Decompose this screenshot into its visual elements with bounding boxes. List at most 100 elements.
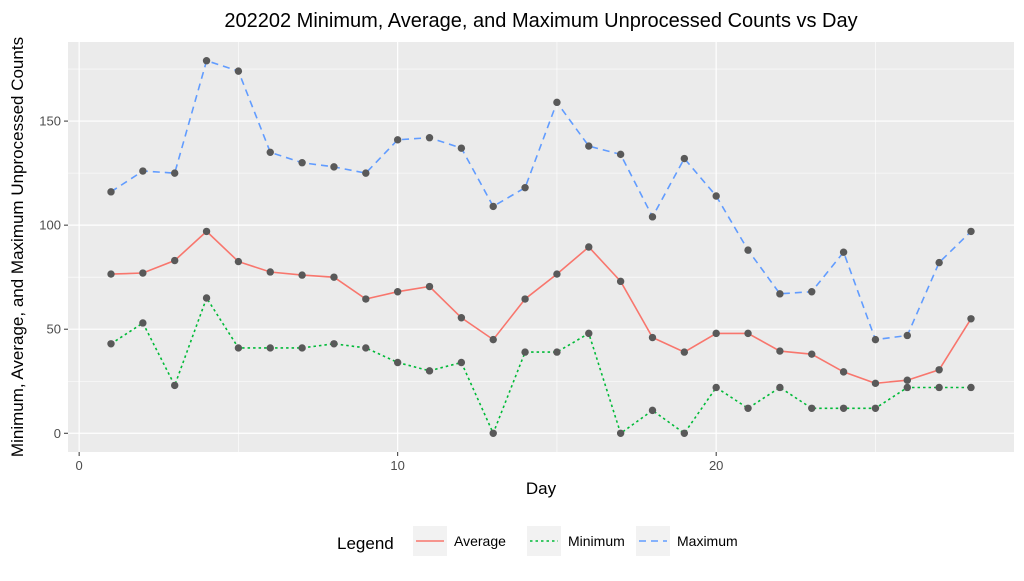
legend-label-maximum: Maximum [677,533,738,549]
legend-key-bg [527,526,561,556]
data-point-minimum [234,344,243,352]
data-point-maximum [266,148,274,157]
data-point-maximum [171,169,179,177]
data-point-minimum [425,367,434,375]
data-point-average [903,376,911,384]
data-point-maximum [935,258,943,267]
data-point-maximum [489,202,497,211]
data-point-minimum [362,344,370,352]
y-axis: 0 50 100 150 [39,114,68,441]
data-point-average [298,271,306,279]
y-tick-label: 50 [47,322,61,337]
data-point-maximum [330,163,338,171]
data-point-minimum [266,344,274,352]
data-point-maximum [139,167,147,175]
x-tick-label: 0 [76,458,83,473]
plot-panel [68,42,1014,452]
data-point-maximum [776,290,784,298]
data-point-maximum [967,227,975,236]
data-point-average [330,273,338,281]
minor-gridlines [68,42,1014,452]
chart-title: 202202 Minimum, Average, and Maximum Unp… [224,10,857,32]
data-point-maximum [680,154,689,163]
x-tick-label: 20 [709,458,723,473]
data-point-maximum [298,159,306,167]
legend-label-minimum: Minimum [568,533,625,549]
data-point-minimum [330,340,338,348]
data-point-minimum [935,383,943,392]
data-point-minimum [712,383,720,392]
data-point-average [457,314,466,322]
data-point-maximum [393,136,402,144]
data-point-maximum [521,183,529,192]
data-point-minimum [839,404,848,412]
data-point-average [648,333,657,342]
data-point-average [553,270,561,278]
data-point-average [521,295,529,303]
data-point-maximum [234,67,243,75]
data-point-average [967,315,975,323]
data-point-minimum [553,348,561,356]
data-point-minimum [680,429,689,437]
data-point-maximum [808,288,816,296]
data-point-average [744,329,752,338]
data-point-minimum [616,429,625,437]
data-point-average [616,277,625,286]
data-point-minimum [903,383,911,392]
data-point-average [139,269,147,277]
x-axis: 0 10 20 [76,452,723,473]
data-point-minimum [171,381,179,390]
data-point-maximum [871,335,880,344]
data-point-minimum [967,383,975,392]
data-point-average [266,268,274,276]
data-point-maximum [585,142,593,150]
data-point-average [585,243,593,251]
data-point-average [776,347,784,355]
data-point-minimum [457,358,466,367]
data-point-maximum [839,248,848,256]
data-point-average [171,256,179,265]
data-point-minimum [489,429,497,437]
data-point-average [712,329,720,338]
legend: Legend Average Minimum Maximum [337,526,738,556]
data-point-average [234,257,243,266]
data-point-minimum [107,340,115,348]
data-point-minimum [521,348,529,356]
data-point-maximum [553,98,561,107]
y-tick-label: 100 [39,218,61,233]
legend-label-average: Average [454,533,506,549]
data-point-minimum [808,404,816,412]
data-point-maximum [107,188,115,196]
data-point-maximum [744,246,752,254]
data-point-maximum [903,331,911,340]
data-point-minimum [776,383,784,392]
legend-title: Legend [337,534,394,553]
data-points [107,57,975,437]
data-point-minimum [871,404,880,412]
data-point-average [107,270,115,278]
data-point-minimum [744,404,752,412]
data-point-average [393,288,402,296]
data-point-average [871,379,880,388]
data-point-average [202,227,211,236]
data-point-minimum [393,358,402,367]
data-point-maximum [616,150,625,159]
data-point-minimum [202,294,211,302]
data-point-minimum [585,329,593,338]
data-point-maximum [362,169,370,177]
data-point-maximum [712,192,720,200]
data-point-average [489,335,497,344]
data-point-maximum [648,213,657,221]
data-point-average [425,282,434,291]
data-point-minimum [139,319,147,327]
series-line-maximum [110,59,972,341]
data-point-average [808,350,816,358]
series-line-average [110,230,972,385]
series-line-minimum [110,296,971,436]
data-point-average [362,295,370,303]
x-axis-label: Day [526,479,557,498]
data-point-average [680,348,689,356]
data-point-average [839,368,848,376]
